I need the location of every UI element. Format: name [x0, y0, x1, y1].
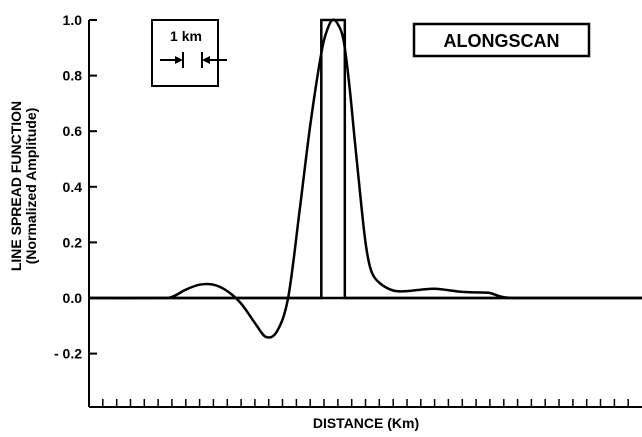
x-axis-title: DISTANCE (Km): [313, 415, 419, 431]
scale-bar: 1 km: [151, 19, 227, 87]
y-tick-label-0-8: 0.8: [63, 68, 83, 84]
scan-direction-text: ALONGSCAN: [444, 31, 560, 51]
scale-bar-label: 1 km: [170, 28, 202, 44]
scale-arrowhead-left: [175, 56, 183, 64]
scale-bar-box: [151, 19, 219, 87]
x-tick-marks: [102, 399, 629, 407]
y-tick-marks: [89, 19, 97, 355]
y-tick-label-neg-0-2: - 0.2: [54, 346, 82, 362]
y-tick-label-0-6: 0.6: [63, 123, 83, 139]
y-axis-subtitle: (Normalized Amplitude): [23, 108, 39, 265]
y-tick-label-1-0: 1.0: [63, 12, 83, 28]
y-tick-label-0-4: 0.4: [63, 179, 83, 195]
y-tick-label-0-0: 0.0: [63, 290, 83, 306]
y-tick-labels: 1.0 0.8 0.6 0.4 0.2 0.0 - 0.2: [54, 12, 82, 362]
scan-direction-label: ALONGSCAN: [412, 22, 591, 58]
y-tick-label-0-2: 0.2: [63, 234, 83, 250]
scan-direction-box: [412, 22, 591, 58]
measured-lsf-curve: [88, 18, 642, 339]
y-axis-title: LINE SPREAD FUNCTION: [8, 101, 24, 271]
